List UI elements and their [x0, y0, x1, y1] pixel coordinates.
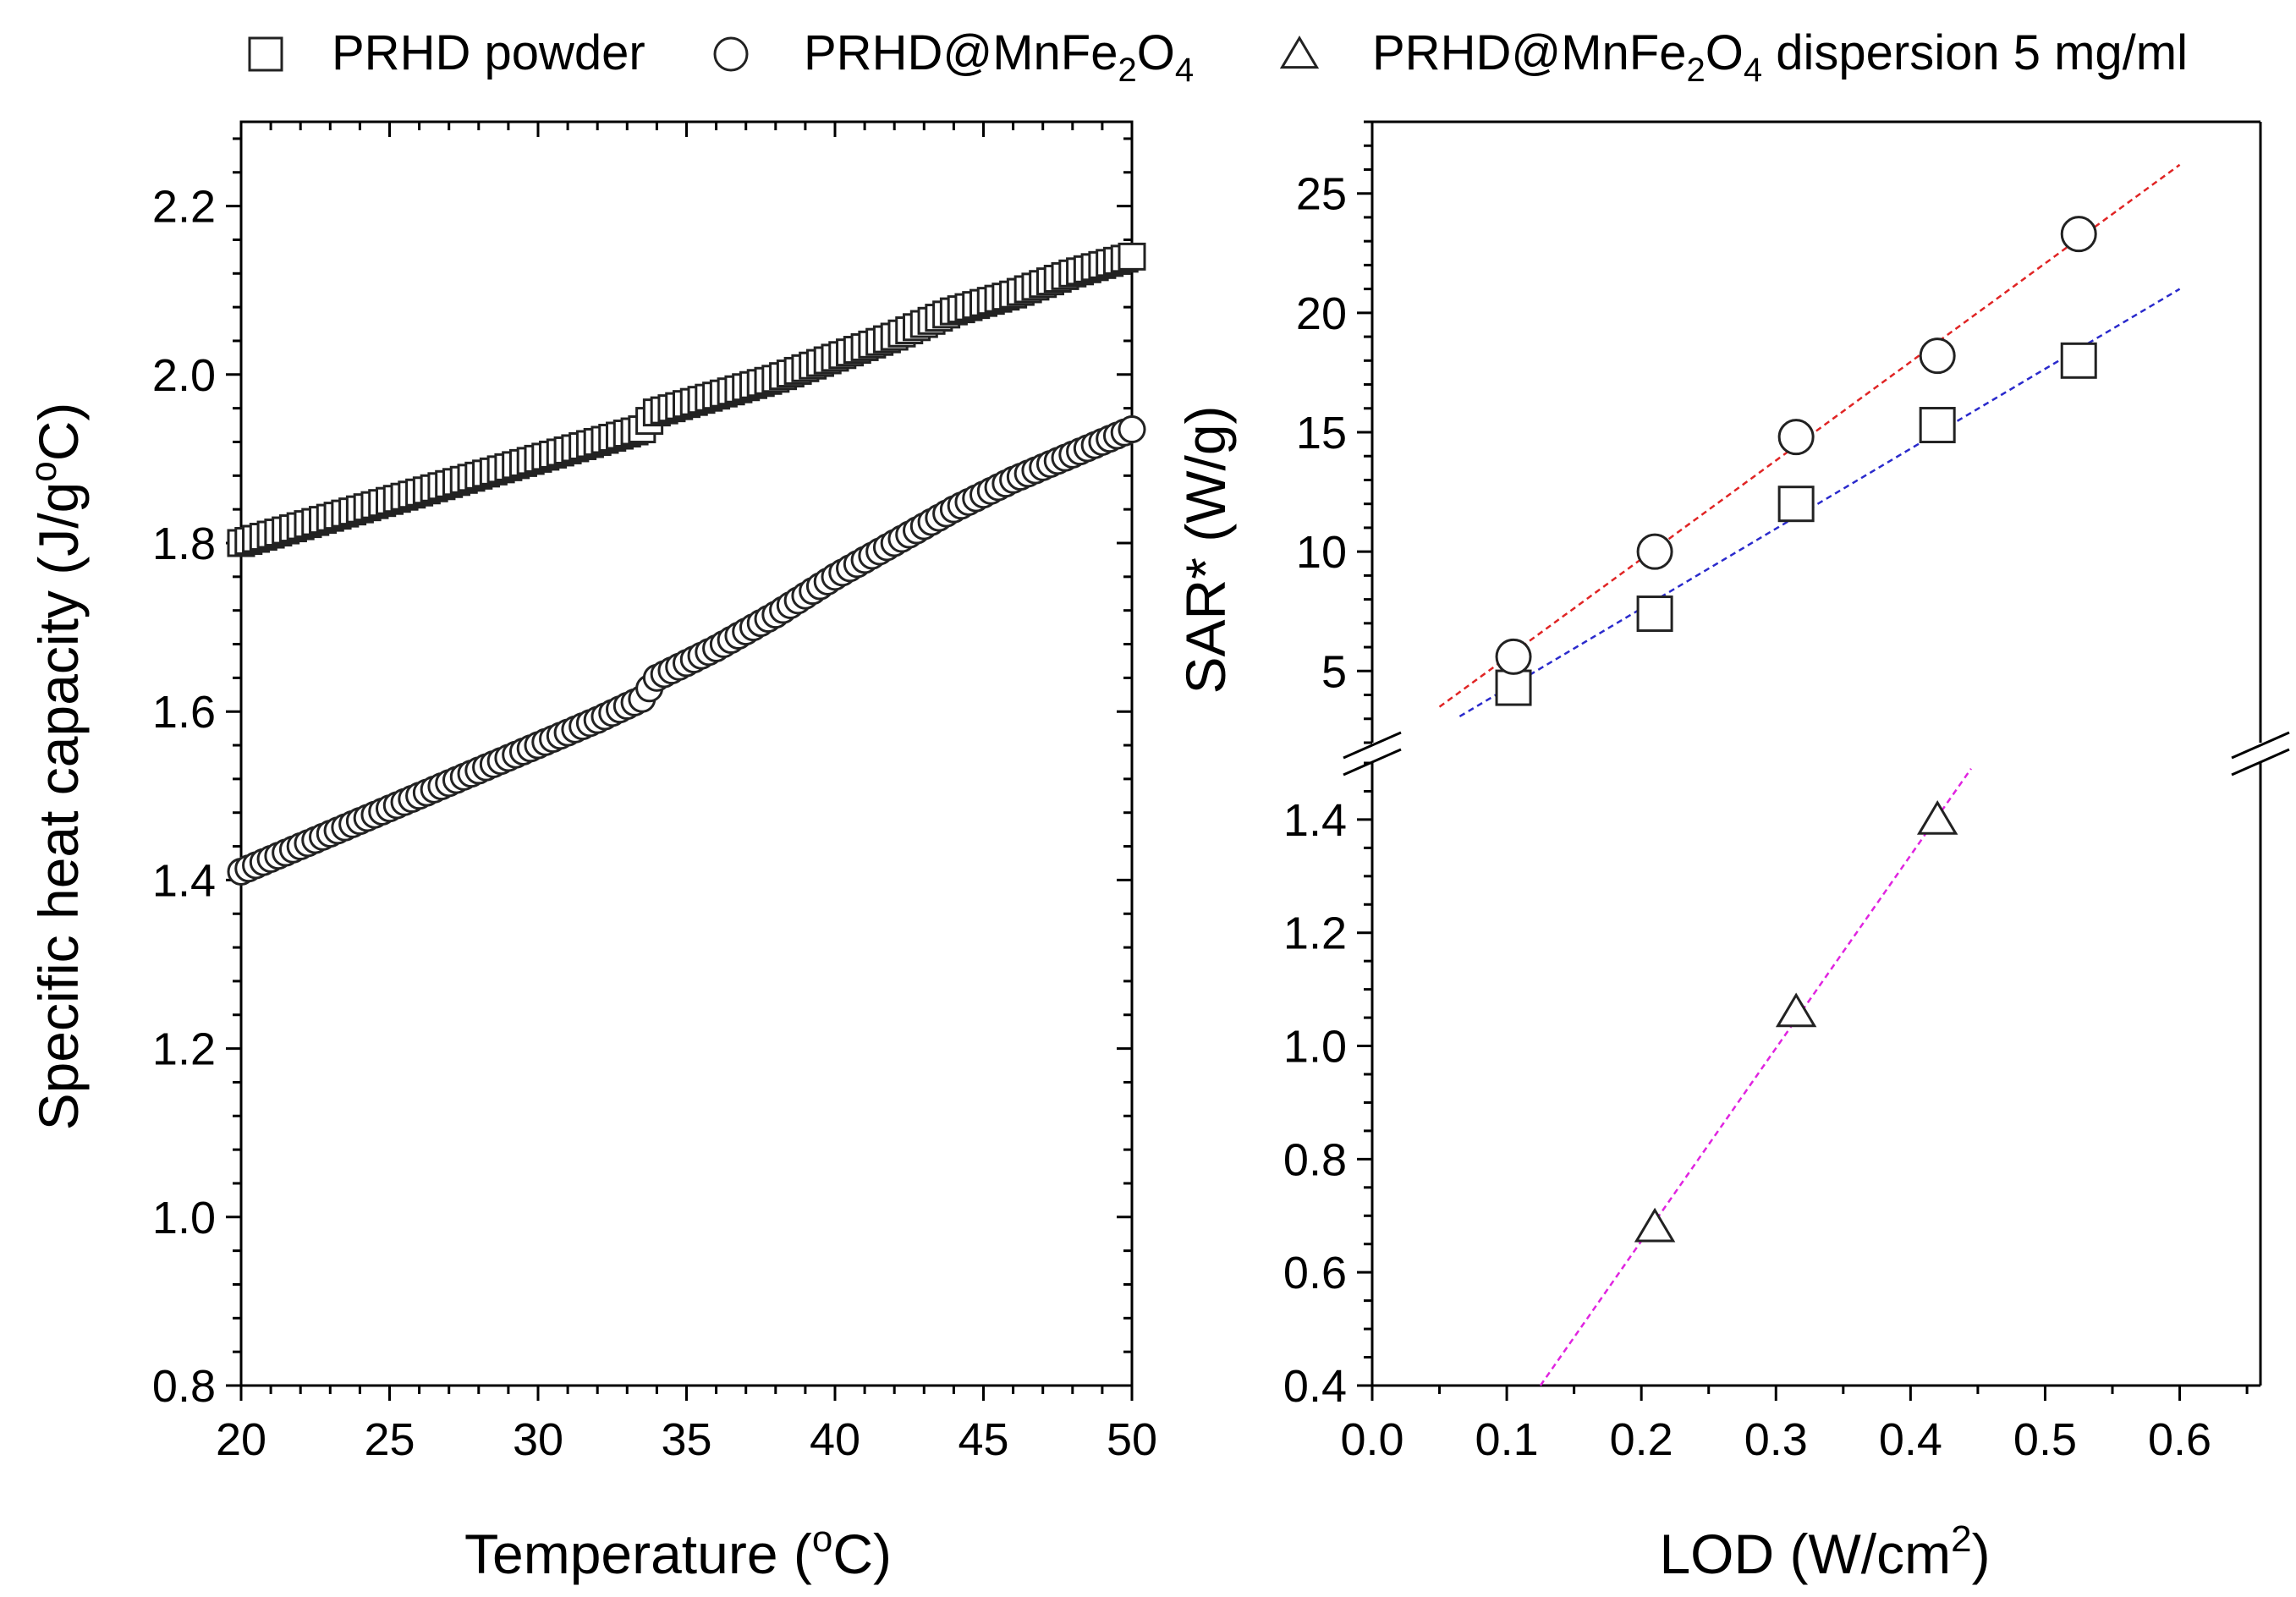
data-point-square [1777, 486, 1815, 523]
legend: PRHD powder PRHD@MnFe2O4 PRHD@MnFe2O4 disp… [248, 25, 2188, 89]
left-y-tick-label: 1.8 [152, 519, 216, 569]
right-y-tick-label-upper: 25 [1296, 169, 1347, 220]
left-x-tick-label: 20 [216, 1414, 266, 1465]
right-y-tick-label-lower: 1.4 [1283, 795, 1347, 846]
data-point-square [1636, 595, 1673, 633]
left-x-tick-label: 35 [661, 1414, 711, 1465]
legend-label: PRHD powder [332, 25, 645, 80]
legend-label: PRHD@MnFe2O4 [804, 25, 1194, 89]
right-y-tick-label-lower: 0.4 [1283, 1361, 1347, 1412]
right-y-tick-label-lower: 1.2 [1283, 908, 1347, 959]
left-x-tick-label: 30 [513, 1414, 563, 1465]
data-point-square [2060, 342, 2097, 379]
right-y-tick-label-lower: 0.8 [1283, 1134, 1347, 1185]
data-point-square [1495, 669, 1532, 706]
axis-break-mark-icon [2231, 731, 2290, 760]
right-x-tick-label: 0.2 [1610, 1414, 1673, 1465]
fit-line-square [1458, 288, 2181, 718]
legend-item-1: PRHD@MnFe2O4 [713, 25, 1194, 89]
left-y-tick-label: 2.0 [152, 350, 216, 401]
data-point-circle [1118, 415, 1146, 444]
left-series-circle [227, 415, 1146, 886]
data-point-circle [1636, 533, 1673, 570]
data-point-circle [1919, 338, 1956, 375]
data-point-triangle [1916, 799, 1958, 835]
right-y-tick-label-upper: 10 [1296, 527, 1347, 578]
left-y-tick-label: 1.6 [152, 687, 216, 738]
data-point-triangle [1634, 1207, 1676, 1243]
legend-circle-icon [713, 36, 749, 72]
left-x-tick-label: 45 [958, 1414, 1008, 1465]
left-y-tick-label: 0.8 [152, 1361, 216, 1412]
right-y-tick-label-upper: 15 [1296, 408, 1347, 458]
legend-label: PRHD@MnFe2O4 dispersion 5 mg/ml [1372, 25, 2188, 89]
right-y-tick-label-lower: 0.6 [1283, 1248, 1347, 1298]
left-x-axis-title: Temperature (oC) [464, 1518, 892, 1585]
data-point-circle [2060, 216, 2097, 253]
data-point-square [1919, 407, 1956, 444]
left-x-tick-label: 40 [810, 1414, 860, 1465]
left-y-axis-title: Specific heat capacity (J/goC) [23, 403, 90, 1131]
left-y-tick-label: 1.0 [152, 1193, 216, 1243]
right-y-axis-title: SAR* (W/g) [1174, 405, 1237, 694]
right-series-square [1495, 342, 2097, 706]
left-x-tick-label: 50 [1107, 1414, 1157, 1465]
right-series-triangle [1634, 799, 1958, 1243]
legend-item-0: PRHD powder [248, 25, 645, 80]
right-y-tick-label-upper: 5 [1321, 646, 1347, 697]
right-chart-sar: 5 10 15 20 25 0.4 0.6 0.8 1.0 1.2 1.4 0.0 0.1 0.2 0.3 0… [1174, 120, 2290, 1585]
right-x-tick-label: 0.1 [1475, 1414, 1539, 1465]
data-point-circle [1777, 419, 1815, 456]
right-x-tick-label: 0.4 [1879, 1414, 1942, 1465]
right-x-tick-label: 0.3 [1744, 1414, 1808, 1465]
right-y-tick-label-upper: 20 [1296, 288, 1347, 339]
axis-break-mark-icon [1343, 731, 1402, 760]
axis-break-mark-icon [2231, 748, 2290, 777]
left-y-tick-label: 1.4 [152, 855, 216, 906]
right-x-tick-label: 0.0 [1340, 1414, 1403, 1465]
right-x-axis-title: LOD (W/cm2) [1659, 1518, 1990, 1585]
left-y-tick-label: 2.2 [152, 182, 216, 233]
left-chart-specific-heat: 0.8 1.0 1.2 1.4 1.6 1.8 2.0 2.2 20 25 30 35 40 45 50 Te… [23, 120, 1157, 1585]
right-series-circle [1495, 216, 2097, 675]
legend-triangle-icon [1279, 36, 1320, 69]
right-x-tick-label: 0.6 [2148, 1414, 2211, 1465]
left-x-tick-label: 25 [364, 1414, 415, 1465]
data-point-triangle [1775, 992, 1817, 1028]
right-y-tick-label-lower: 1.0 [1283, 1022, 1347, 1073]
fit-line-triangle [1539, 767, 1972, 1386]
left-series-square [227, 242, 1146, 557]
data-point-circle [1495, 638, 1532, 675]
data-point-square [1118, 242, 1146, 271]
right-x-tick-label: 0.5 [2013, 1414, 2077, 1465]
left-y-tick-label: 1.2 [152, 1024, 216, 1075]
legend-square-icon [248, 36, 283, 72]
legend-item-2: PRHD@MnFe2O4 dispersion 5 mg/ml [1279, 25, 2188, 89]
